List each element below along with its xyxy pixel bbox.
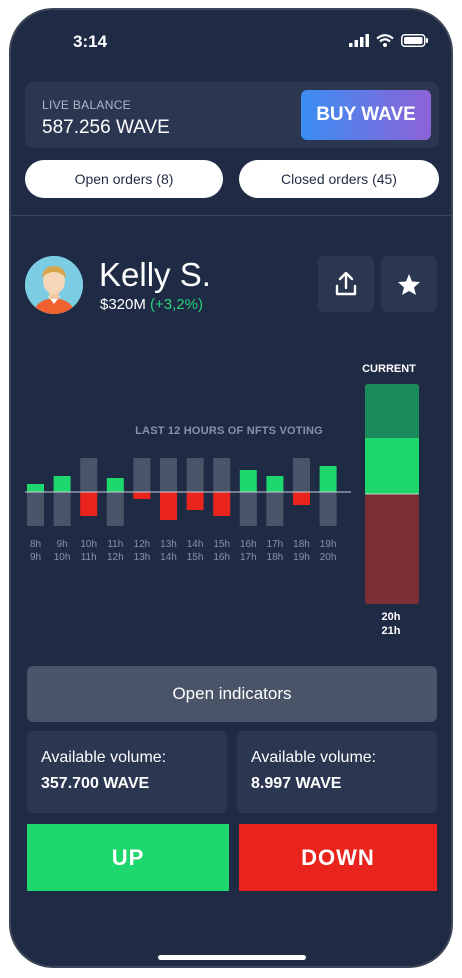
x-tick-label: 19h bbox=[320, 539, 337, 550]
x-tick-label: 8h bbox=[30, 539, 41, 550]
up-bar bbox=[266, 476, 284, 492]
x-tick-label: 14h bbox=[187, 539, 204, 550]
share-button[interactable] bbox=[318, 256, 374, 312]
up-bar bbox=[53, 476, 71, 492]
home-indicator[interactable] bbox=[158, 955, 306, 960]
x-tick-label: 13h bbox=[160, 539, 177, 550]
open-indicators-button[interactable]: Open indicators bbox=[27, 666, 437, 722]
x-tick-label: 10h bbox=[80, 539, 97, 550]
share-icon bbox=[335, 271, 357, 296]
x-tick-label: 11h bbox=[107, 539, 123, 550]
neutral-bar bbox=[213, 458, 231, 492]
up-bar bbox=[27, 484, 44, 492]
x-tick-label: 17h bbox=[240, 552, 257, 563]
x-tick-label: 12h bbox=[134, 539, 151, 550]
x-tick-label: 9h bbox=[30, 552, 41, 563]
down-bar bbox=[213, 492, 231, 516]
current-time-bottom: 21h bbox=[381, 625, 401, 637]
wifi-icon bbox=[376, 34, 394, 47]
favorite-button[interactable] bbox=[381, 256, 437, 312]
signal-icon bbox=[349, 34, 369, 47]
current-time-label: 20h 21h bbox=[361, 610, 421, 638]
up-button[interactable]: UP bbox=[27, 824, 229, 891]
chart-title: LAST 12 HOURS OF NFTS VOTING bbox=[135, 425, 323, 437]
current-time-top: 20h bbox=[381, 611, 401, 623]
buy-wave-button[interactable]: BUY WAVE bbox=[301, 90, 431, 140]
phone-screen: 3:14 LIVE BALANCE 587.256 WAVE BUY WAVE … bbox=[9, 8, 453, 968]
x-tick-label: 10h bbox=[54, 552, 71, 563]
up-bar bbox=[239, 470, 257, 492]
user-value-amount: $320M bbox=[100, 296, 146, 313]
x-tick-label: 14h bbox=[160, 552, 177, 563]
x-tick-label: 9h bbox=[57, 539, 68, 550]
x-tick-label: 11h bbox=[81, 552, 97, 563]
x-tick-label: 12h bbox=[107, 552, 124, 563]
neutral-bar bbox=[266, 492, 284, 526]
avatar bbox=[25, 256, 83, 314]
section-divider bbox=[11, 215, 451, 216]
volume-label: Available volume: bbox=[41, 749, 167, 766]
current-bar-chart bbox=[365, 384, 419, 604]
x-tick-label: 19h bbox=[293, 552, 310, 563]
x-tick-label: 18h bbox=[293, 539, 310, 550]
current-down-bar bbox=[365, 494, 419, 604]
neutral-bar bbox=[133, 458, 151, 492]
neutral-bar bbox=[293, 458, 310, 492]
user-name: Kelly S. bbox=[99, 256, 211, 293]
volume-card-up: Available volume: 357.700 WAVE bbox=[27, 731, 227, 813]
user-value-change: (+3,2%) bbox=[150, 296, 203, 313]
status-icons bbox=[349, 34, 429, 47]
star-icon bbox=[398, 273, 420, 295]
voting-chart: 8h 9h 9h 10h 10h 11h 11h 12h 12h 13h 13h 14h 14h 15h 1… bbox=[25, 458, 351, 563]
neutral-bar bbox=[319, 492, 337, 526]
neutral-bar bbox=[239, 492, 257, 526]
x-tick-label: 15h bbox=[213, 539, 230, 550]
balance-label: LIVE BALANCE bbox=[42, 98, 131, 112]
x-tick-label: 15h bbox=[187, 552, 204, 563]
neutral-bar bbox=[160, 458, 177, 492]
x-tick-label: 16h bbox=[213, 552, 230, 563]
down-bar bbox=[133, 492, 151, 499]
balance-value: 587.256 WAVE bbox=[42, 117, 170, 138]
neutral-bar bbox=[186, 458, 204, 492]
down-button[interactable]: DOWN bbox=[239, 824, 437, 891]
down-bar bbox=[160, 492, 177, 520]
x-tick-label: 16h bbox=[240, 539, 257, 550]
neutral-bar bbox=[80, 458, 98, 492]
x-tick-label: 17h bbox=[267, 539, 284, 550]
neutral-bar bbox=[106, 492, 124, 526]
user-value: $320M (+3,2%) bbox=[100, 296, 203, 313]
down-bar bbox=[186, 492, 204, 510]
neutral-bar bbox=[27, 492, 44, 526]
volume-value: 357.700 WAVE bbox=[41, 775, 150, 792]
balance-card: LIVE BALANCE 587.256 WAVE BUY WAVE bbox=[25, 82, 439, 148]
volume-card-down: Available volume: 8.997 WAVE bbox=[237, 731, 437, 813]
x-tick-label: 20h bbox=[320, 552, 337, 563]
status-time: 3:14 bbox=[73, 32, 108, 51]
battery-icon bbox=[401, 34, 428, 47]
x-tick-label: 13h bbox=[134, 552, 151, 563]
up-bar bbox=[106, 478, 124, 492]
volume-value: 8.997 WAVE bbox=[251, 775, 342, 792]
closed-orders-button[interactable]: Closed orders (45) bbox=[239, 160, 439, 198]
open-orders-button[interactable]: Open orders (8) bbox=[25, 160, 223, 198]
volume-label: Available volume: bbox=[251, 749, 377, 766]
down-bar bbox=[293, 492, 310, 505]
up-bar bbox=[319, 466, 337, 492]
neutral-bar bbox=[53, 492, 71, 526]
down-bar bbox=[80, 492, 98, 516]
x-tick-label: 18h bbox=[267, 552, 284, 563]
current-up-bar bbox=[365, 438, 419, 494]
current-label: CURRENT bbox=[362, 363, 416, 375]
